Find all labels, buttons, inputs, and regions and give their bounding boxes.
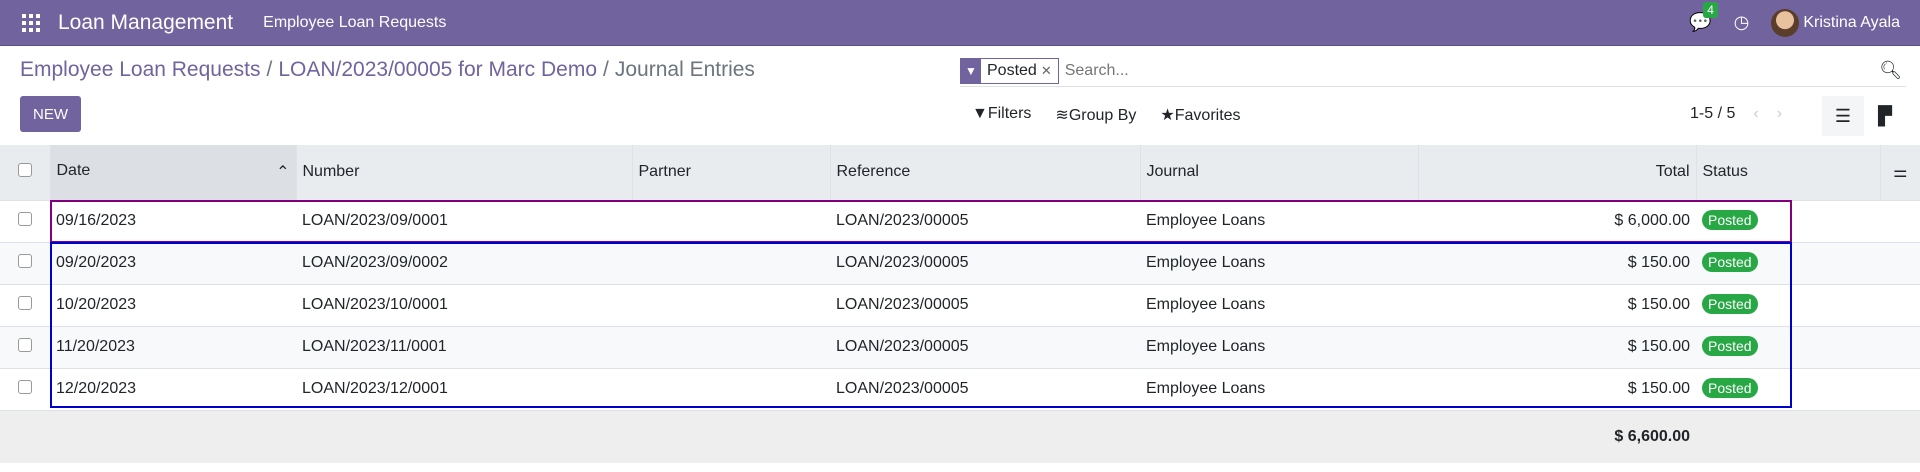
cell-partner [632,199,830,242]
favorites-button[interactable]: ★Favorites [1160,107,1241,124]
status-badge: Posted [1702,210,1758,230]
chat-icon[interactable]: 💬 4 [1689,2,1718,33]
table-row[interactable]: 09/16/2023 LOAN/2023/09/0001 LOAN/2023/000… [0,199,1920,242]
status-badge: Posted [1702,252,1758,272]
breadcrumb-loan[interactable]: LOAN/2023/00005 for Marc Demo [278,58,598,81]
cell-journal: Employee Loans [1140,367,1418,410]
row-checkbox[interactable] [18,253,32,268]
cell-date: 09/20/2023 [50,241,296,284]
group-by-button[interactable]: ≋Group By [1055,107,1137,124]
cell-partner [632,367,830,410]
cell-partner [632,325,830,368]
cell-date: 11/20/2023 [50,325,296,368]
table-row[interactable]: 10/20/2023 LOAN/2023/10/0001 LOAN/2023/000… [0,283,1920,326]
cell-total: $ 150.00 [1418,367,1696,410]
sort-ascending-icon: ⌃ [276,164,290,182]
cell-total: $ 150.00 [1418,325,1696,368]
table-row[interactable]: 09/20/2023 LOAN/2023/09/0002 LOAN/2023/000… [0,241,1920,284]
facet-value: Posted [987,61,1037,79]
search-input[interactable] [1064,61,1880,80]
search-bar: ▼ Posted✕ 🔍︎ [960,55,1906,87]
select-all-checkbox[interactable] [17,162,32,177]
cell-number: LOAN/2023/09/0001 [296,199,632,242]
cell-total: $ 6,000.00 [1418,199,1696,242]
cell-partner [632,283,830,326]
breadcrumb-loan-requests[interactable]: Employee Loan Requests [20,58,261,81]
cell-journal: Employee Loans [1140,325,1418,368]
cell-reference: LOAN/2023/00005 [830,367,1140,410]
navbar: Loan Management Employee Loan Requests 💬… [0,0,1920,46]
cell-total: $ 150.00 [1418,241,1696,284]
apps-menu-icon[interactable] [22,13,40,32]
column-status[interactable]: Status [1695,145,1880,200]
column-reference[interactable]: Reference [829,145,1140,200]
kanban-view-icon[interactable]: ▛ [1878,105,1892,126]
filters-button[interactable]: ▼Filters [972,105,1032,122]
user-name: Kristina Ayala [1803,13,1900,31]
cell-date: 10/20/2023 [50,283,296,326]
clock-icon[interactable]: ◷ [1733,12,1750,32]
cell-partner [632,241,830,284]
search-icon[interactable]: 🔍︎ [1879,60,1902,80]
row-checkbox[interactable] [18,295,32,310]
row-checkbox[interactable] [18,379,32,394]
cell-journal: Employee Loans [1140,241,1418,284]
column-total[interactable]: Total [1417,145,1696,200]
cell-journal: Employee Loans [1140,199,1418,242]
app-name[interactable]: Loan Management [58,10,234,34]
cell-number: LOAN/2023/12/0001 [296,367,632,410]
chat-count-badge: 4 [1703,2,1718,18]
list-view-icon[interactable]: ☰ [1822,96,1864,136]
breadcrumb: Employee Loan Requests / LOAN/2023/00005 f… [20,58,755,81]
cell-total: $ 150.00 [1418,283,1696,326]
optional-columns-icon[interactable]: ⚌ [1879,145,1920,200]
filter-icon: ▼ [972,105,988,122]
row-checkbox[interactable] [18,211,32,226]
cell-number: LOAN/2023/09/0002 [296,241,632,284]
journal-entries-table: Date ⌃ Number Partner Reference Journal T… [0,145,1920,463]
cell-reference: LOAN/2023/00005 [830,199,1140,242]
column-number[interactable]: Number [295,145,632,200]
column-partner[interactable]: Partner [631,145,830,200]
menu-employee-loan-requests[interactable]: Employee Loan Requests [263,13,447,31]
search-facet: ▼ Posted ✕ [960,57,1059,84]
new-button[interactable]: NEW [20,96,81,132]
star-icon: ★ [1160,107,1175,124]
cell-date: 09/16/2023 [50,199,296,242]
breadcrumb-current: Journal Entries [614,58,755,81]
cell-reference: LOAN/2023/00005 [830,241,1140,284]
filter-icon: ▼ [961,58,981,83]
cell-number: LOAN/2023/11/0001 [296,325,632,368]
cell-journal: Employee Loans [1140,283,1418,326]
cell-date: 12/20/2023 [50,367,296,410]
cell-reference: LOAN/2023/00005 [830,325,1140,368]
cell-reference: LOAN/2023/00005 [830,283,1140,326]
chevron-right-icon[interactable]: › [1776,105,1783,122]
layers-icon: ≋ [1055,107,1069,124]
remove-facet-icon[interactable]: ✕ [1040,62,1052,78]
table-row[interactable]: 11/20/2023 LOAN/2023/11/0001 LOAN/2023/000… [0,325,1920,368]
column-journal[interactable]: Journal [1139,145,1418,200]
row-checkbox[interactable] [18,337,32,352]
chevron-left-icon[interactable]: ‹ [1753,105,1759,122]
status-badge: Posted [1702,336,1758,356]
user-menu[interactable]: Kristina Ayala [1771,8,1900,37]
status-badge: Posted [1702,378,1758,398]
column-date[interactable]: Date ⌃ [49,145,296,200]
avatar [1771,8,1800,37]
footer-total: $ 6,600.00 [1418,409,1696,463]
status-badge: Posted [1702,294,1758,314]
cell-number: LOAN/2023/10/0001 [296,283,632,326]
pager-value[interactable]: 1-5 / 5 [1690,105,1736,122]
table-row[interactable]: 12/20/2023 LOAN/2023/12/0001 LOAN/2023/000… [0,367,1920,410]
